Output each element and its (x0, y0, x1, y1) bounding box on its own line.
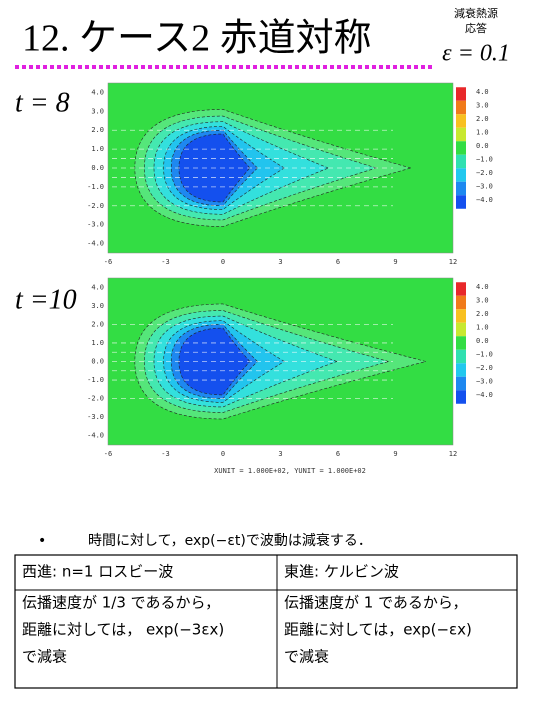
y-tick-label: -1.0 (87, 376, 104, 384)
colorbar-swatch (456, 100, 466, 115)
colorbar-label: 2.0 (476, 310, 489, 318)
colorbar-swatch (456, 390, 466, 404)
colorbar-label: −3.0 (476, 183, 493, 191)
note-line: 減衰熱源 (454, 6, 498, 20)
colorbar-label: 0.0 (476, 337, 489, 345)
colorbar-label: 3.0 (476, 297, 489, 305)
colorbar-label: 2.0 (476, 115, 489, 123)
colorbar-label: −3.0 (476, 378, 493, 386)
x-tick-label: -6 (104, 258, 112, 266)
x-tick-label: 3 (278, 450, 282, 458)
colorbar-swatch (456, 181, 466, 196)
time-label: t =10 (15, 284, 77, 315)
colorbar-label: 4.0 (476, 283, 489, 291)
x-tick-label: 6 (336, 450, 340, 458)
x-tick-label: -6 (104, 450, 112, 458)
colorbar-label: 1.0 (476, 324, 489, 332)
y-tick-label: 0.0 (91, 358, 104, 366)
y-tick-label: -3.0 (87, 413, 104, 421)
y-tick-label: 2.0 (91, 126, 104, 134)
colorbar-swatch (456, 322, 466, 337)
x-tick-label: 0 (221, 258, 225, 266)
bullet-text: 時間に対して，exp(−εt)で波動は減衰する． (88, 532, 372, 549)
bullet-dot: • (38, 533, 46, 549)
plot-frame (107, 82, 454, 254)
colorbar-swatch (456, 363, 466, 377)
colorbar-swatch (456, 168, 466, 182)
y-tick-label: 2.0 (91, 320, 104, 328)
epsilon-label: ε = 0.1 (442, 41, 510, 67)
colorbar-label: 1.0 (476, 129, 489, 137)
colorbar-swatch (456, 195, 466, 209)
y-tick-label: 1.0 (91, 145, 104, 153)
table-cell-text: で減衰 (22, 648, 67, 666)
colorbar-swatch (456, 295, 466, 310)
colorbar-swatch (456, 87, 466, 101)
colorbar-swatch (456, 336, 466, 350)
y-tick-label: -4.0 (87, 240, 104, 248)
table-border (14, 554, 518, 689)
colorbar-swatch (456, 114, 466, 128)
x-tick-label: -3 (161, 258, 169, 266)
colorbar-label: −2.0 (476, 364, 493, 372)
x-tick-label: 12 (449, 450, 457, 458)
table-cell-text: 伝播速度が 1/3 であるから， (22, 594, 220, 612)
colorbar-swatch (456, 376, 466, 391)
colorbar-swatch (456, 309, 466, 323)
table-cell-text: 距離に対しては， exp(−3εx) (22, 621, 224, 639)
table-cell-text: 東進: ケルビン波 (284, 563, 399, 581)
y-tick-label: -1.0 (87, 183, 104, 191)
colorbar-label: −1.0 (476, 351, 493, 359)
time-label: t = 8 (15, 87, 70, 118)
y-tick-label: 4.0 (91, 283, 104, 291)
colorbar-label: −4.0 (476, 391, 493, 399)
colorbar-swatch (456, 349, 466, 364)
colorbar-label: −2.0 (476, 169, 493, 177)
y-tick-label: 4.0 (91, 88, 104, 96)
x-tick-label: 6 (336, 258, 340, 266)
y-tick-label: -2.0 (87, 395, 104, 403)
colorbar-label: 3.0 (476, 102, 489, 110)
y-tick-label: 1.0 (91, 339, 104, 347)
y-tick-label: -2.0 (87, 202, 104, 210)
table-cell-text: 西進: n=1 ロスビー波 (22, 563, 173, 581)
colorbar-swatch (456, 127, 466, 142)
slide-title: 12. ケース2 赤道対称 (22, 18, 372, 60)
x-tick-label: 12 (449, 258, 457, 266)
colorbar-swatch (456, 154, 466, 169)
table-cell-text: 距離に対しては，exp(−εx) (284, 621, 472, 639)
unit-footer: XUNIT = 1.000E+02, YUNIT = 1.000E+02 (214, 467, 366, 475)
y-tick-label: -4.0 (87, 432, 104, 440)
x-tick-label: 9 (393, 258, 397, 266)
x-tick-label: 9 (393, 450, 397, 458)
x-tick-label: 3 (278, 258, 282, 266)
y-tick-label: 3.0 (91, 302, 104, 310)
colorbar-label: 4.0 (476, 88, 489, 96)
table-cell-text: 伝播速度が 1 であるから， (284, 594, 467, 612)
note-line: 応答 (465, 21, 487, 35)
colorbar-label: −4.0 (476, 196, 493, 204)
table-cell-text: で減衰 (284, 648, 329, 666)
x-tick-label: 0 (221, 450, 225, 458)
colorbar-swatch (456, 282, 466, 296)
y-tick-label: 0.0 (91, 164, 104, 172)
y-tick-label: -3.0 (87, 221, 104, 229)
colorbar-label: 0.0 (476, 142, 489, 150)
colorbar-label: −1.0 (476, 156, 493, 164)
plot-frame (107, 277, 454, 446)
plots: t = 8 -6 -3 0 3 6 9 12 4.0 3.0 2.0 1.0 0.0 -1.0 -2.0 -3… (15, 82, 493, 458)
x-tick-label: -3 (161, 450, 169, 458)
y-tick-label: 3.0 (91, 107, 104, 115)
table (14, 554, 518, 689)
colorbar-swatch (456, 141, 466, 155)
